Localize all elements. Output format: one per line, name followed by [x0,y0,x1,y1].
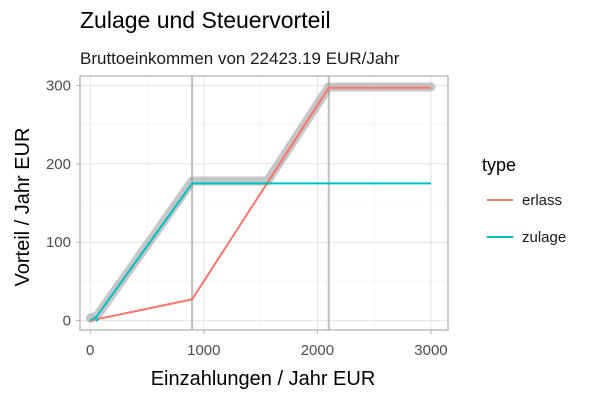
y-axis-title: Vorteil / Jahr EUR [12,128,34,287]
y-tick-label: 100 [46,234,71,251]
x-tick-label: 3000 [414,342,447,359]
x-tick-label: 0 [86,342,94,359]
plot-panel: 0 1000 2000 3000 0 100 200 300 [46,75,449,359]
chart-subtitle: Bruttoeinkommen von 22423.19 EUR/Jahr [80,49,400,68]
series-line-zulage [89,182,431,322]
x-axis-title: Einzahlungen / Jahr EUR [151,368,376,390]
x-tick-label: 2000 [301,342,334,359]
chart-title: Zulage und Steuervorteil [80,7,331,33]
x-tick-label: 1000 [187,342,220,359]
legend-title: type [482,155,516,175]
series-line-erlass [89,86,431,322]
y-tick-label: 300 [46,77,71,94]
legend: type erlass zulage [482,155,566,246]
y-tick-label: 0 [63,313,71,330]
panel-border [79,75,449,331]
legend-label-erlass: erlass [522,192,562,209]
legend-label-zulage: zulage [522,229,566,246]
y-tick-label: 200 [46,156,71,173]
